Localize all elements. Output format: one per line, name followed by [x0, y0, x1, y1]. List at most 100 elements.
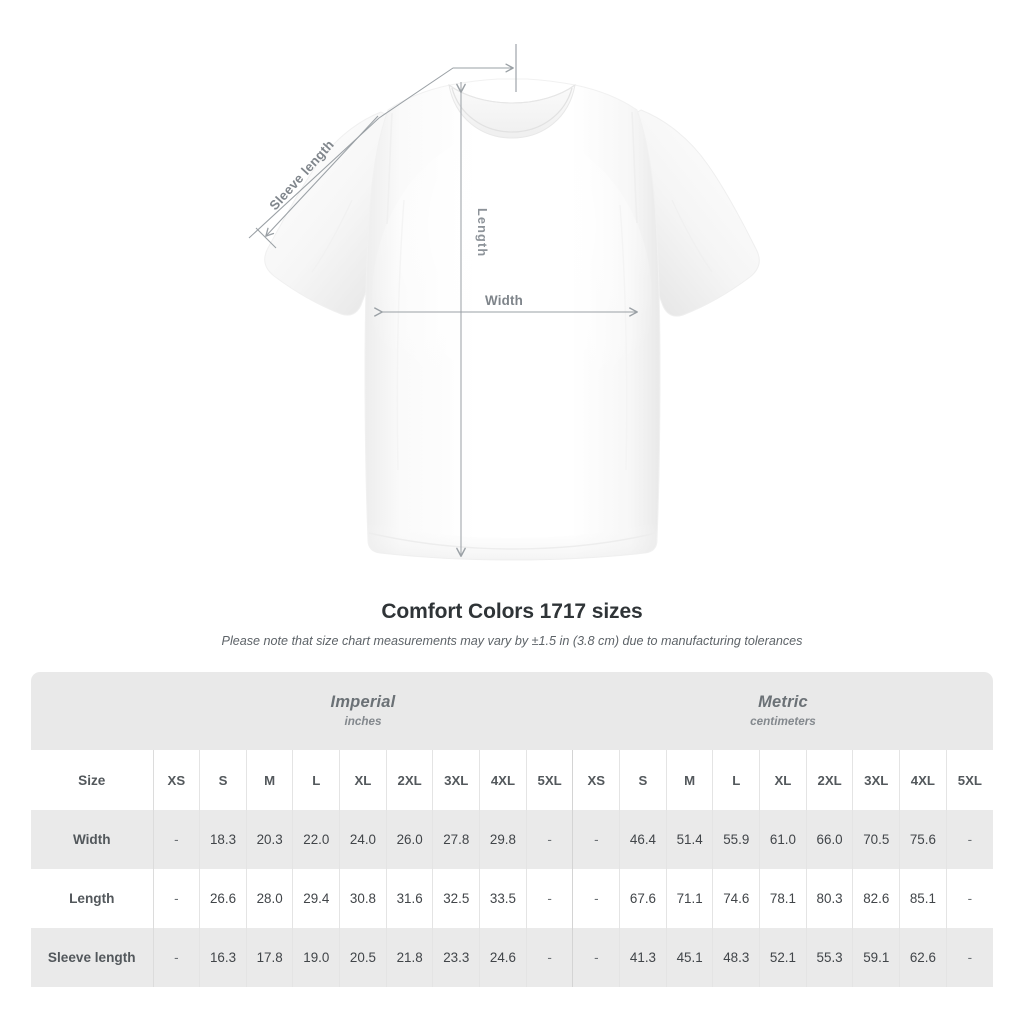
page-title: Comfort Colors 1717 sizes — [381, 600, 643, 623]
cell-sleeve-length-metric-5xl: - — [945, 928, 993, 987]
chest-highlight — [372, 130, 652, 470]
size-header-imperial-xs: XS — [152, 750, 200, 810]
cell-width-imperial-s: 18.3 — [199, 810, 247, 869]
size-header-metric-xs: XS — [572, 750, 620, 810]
size-header-imperial-l: L — [292, 750, 340, 810]
size-header-imperial-2xl: 2XL — [385, 750, 433, 810]
cell-length-metric-4xl: 85.1 — [899, 869, 947, 928]
table-row: Width -18.3 20.3 22.0 24.0 26.0 27.8 29.8- -46.4… — [31, 810, 993, 869]
sleeve-length-end-tick — [255, 227, 277, 249]
size-header-metric-3xl: 3XL — [852, 750, 900, 810]
size-chart-table: Imperial inches Metric centimeters Size XS S M… — [31, 672, 993, 987]
size-header-row: Size XS S M L XL 2XL 3XL 4XL 5XL XS S M L XL 2XL 3XL 4XL 5… — [31, 750, 993, 810]
fold-sleeve-left — [311, 199, 353, 273]
tolerance-note: Please note that size chart measurements… — [221, 634, 803, 648]
cell-length-metric-5xl: - — [945, 869, 993, 928]
cell-sleeve-length-metric-3xl: 59.1 — [852, 928, 900, 987]
cell-width-metric-3xl: 70.5 — [852, 810, 900, 869]
cell-width-imperial-m: 20.3 — [245, 810, 293, 869]
cell-width-metric-m: 51.4 — [665, 810, 713, 869]
size-header-metric-4xl: 4XL — [899, 750, 947, 810]
size-header-metric-m: M — [665, 750, 713, 810]
cell-width-imperial-l: 22.0 — [292, 810, 340, 869]
length-annotation: Length — [456, 82, 490, 557]
unit-group-metric: Metric centimeters — [572, 672, 993, 750]
table-row: Length -26.6 28.0 29.4 30.8 31.6 32.5 33.5- -67.… — [31, 869, 993, 928]
cell-width-imperial-xl: 24.0 — [339, 810, 387, 869]
unit-group-sub: inches — [344, 715, 382, 729]
garment-shape — [264, 78, 760, 561]
width-label: Width — [485, 293, 523, 308]
cell-sleeve-length-metric-l: 48.3 — [712, 928, 760, 987]
shoulder-leader-line — [248, 63, 514, 239]
cell-sleeve-length-metric-xs: - — [572, 928, 620, 987]
cell-sleeve-length-metric-4xl: 62.6 — [899, 928, 947, 987]
size-header-metric-2xl: 2XL — [805, 750, 853, 810]
cell-sleeve-length-imperial-m: 17.8 — [245, 928, 293, 987]
cell-length-imperial-m: 28.0 — [245, 869, 293, 928]
size-header-imperial-s: S — [199, 750, 247, 810]
size-header-imperial-xl: XL — [339, 750, 387, 810]
hem-line — [368, 532, 657, 550]
table-head: Imperial inches Metric centimeters Size XS S M… — [31, 672, 993, 810]
cell-width-metric-l: 55.9 — [712, 810, 760, 869]
table-row: Sleeve length -16.3 17.8 19.0 20.5 21.8 23.3 24… — [31, 928, 993, 987]
cell-width-metric-s: 46.4 — [619, 810, 667, 869]
cell-width-imperial-4xl: 29.8 — [479, 810, 527, 869]
fold-right — [619, 204, 628, 471]
cell-sleeve-length-imperial-l: 19.0 — [292, 928, 340, 987]
unit-group-row: Imperial inches Metric centimeters — [31, 672, 993, 750]
cell-width-metric-xl: 61.0 — [759, 810, 807, 869]
size-header-metric-5xl: 5XL — [945, 750, 993, 810]
fold-left — [396, 199, 405, 471]
cell-sleeve-length-metric-xl: 52.1 — [759, 928, 807, 987]
size-header-metric-l: L — [712, 750, 760, 810]
cell-width-metric-4xl: 75.6 — [899, 810, 947, 869]
cell-length-imperial-4xl: 33.5 — [479, 869, 527, 928]
size-column-label: Size — [78, 772, 106, 788]
fold-sleeve-right — [671, 199, 713, 273]
row-label-width: Width — [72, 832, 111, 847]
size-header-imperial-m: M — [245, 750, 293, 810]
length-label: Length — [475, 208, 490, 257]
cell-length-metric-2xl: 80.3 — [805, 869, 853, 928]
row-label-sleeve-length: Sleeve length — [47, 950, 136, 965]
cell-width-metric-5xl: - — [945, 810, 993, 869]
cell-width-metric-xs: - — [572, 810, 620, 869]
cell-length-metric-m: 71.1 — [665, 869, 713, 928]
unit-row-corner-left — [31, 672, 153, 750]
tshirt-illustration: Sleeve length Length Width — [248, 44, 760, 561]
cell-sleeve-length-metric-s: 41.3 — [619, 928, 667, 987]
cell-sleeve-length-imperial-s: 16.3 — [199, 928, 247, 987]
hem-shadow — [368, 522, 657, 560]
row-label-length: Length — [69, 891, 115, 906]
unit-group-name: Imperial — [330, 692, 396, 711]
size-header-metric-s: S — [619, 750, 667, 810]
neckline-top-edge — [448, 84, 576, 104]
size-header-imperial-4xl: 4XL — [479, 750, 527, 810]
cell-width-imperial-2xl: 26.0 — [385, 810, 433, 869]
cell-length-imperial-2xl: 31.6 — [385, 869, 433, 928]
unit-group-sub: centimeters — [750, 715, 816, 729]
left-shoulder-seam — [386, 112, 393, 225]
cell-length-metric-xs: - — [572, 869, 620, 928]
collar-inner-edge — [451, 87, 573, 133]
size-header-imperial-3xl: 3XL — [432, 750, 480, 810]
cell-width-imperial-3xl: 27.8 — [432, 810, 480, 869]
cell-sleeve-length-imperial-xl: 20.5 — [339, 928, 387, 987]
cell-width-imperial-xs: - — [152, 810, 200, 869]
shoulder-annotation — [248, 44, 517, 239]
size-header-imperial-5xl: 5XL — [525, 750, 573, 810]
cell-sleeve-length-imperial-2xl: 21.8 — [385, 928, 433, 987]
cell-sleeve-length-metric-2xl: 55.3 — [805, 928, 853, 987]
size-header-metric-xl: XL — [759, 750, 807, 810]
cell-length-imperial-xl: 30.8 — [339, 869, 387, 928]
cell-length-metric-l: 74.6 — [712, 869, 760, 928]
cell-length-metric-xl: 78.1 — [759, 869, 807, 928]
cell-length-metric-s: 67.6 — [619, 869, 667, 928]
width-annotation: Width — [374, 293, 638, 317]
cell-length-imperial-l: 29.4 — [292, 869, 340, 928]
cell-sleeve-length-imperial-xs: - — [152, 928, 200, 987]
cell-length-imperial-5xl: - — [525, 869, 573, 928]
